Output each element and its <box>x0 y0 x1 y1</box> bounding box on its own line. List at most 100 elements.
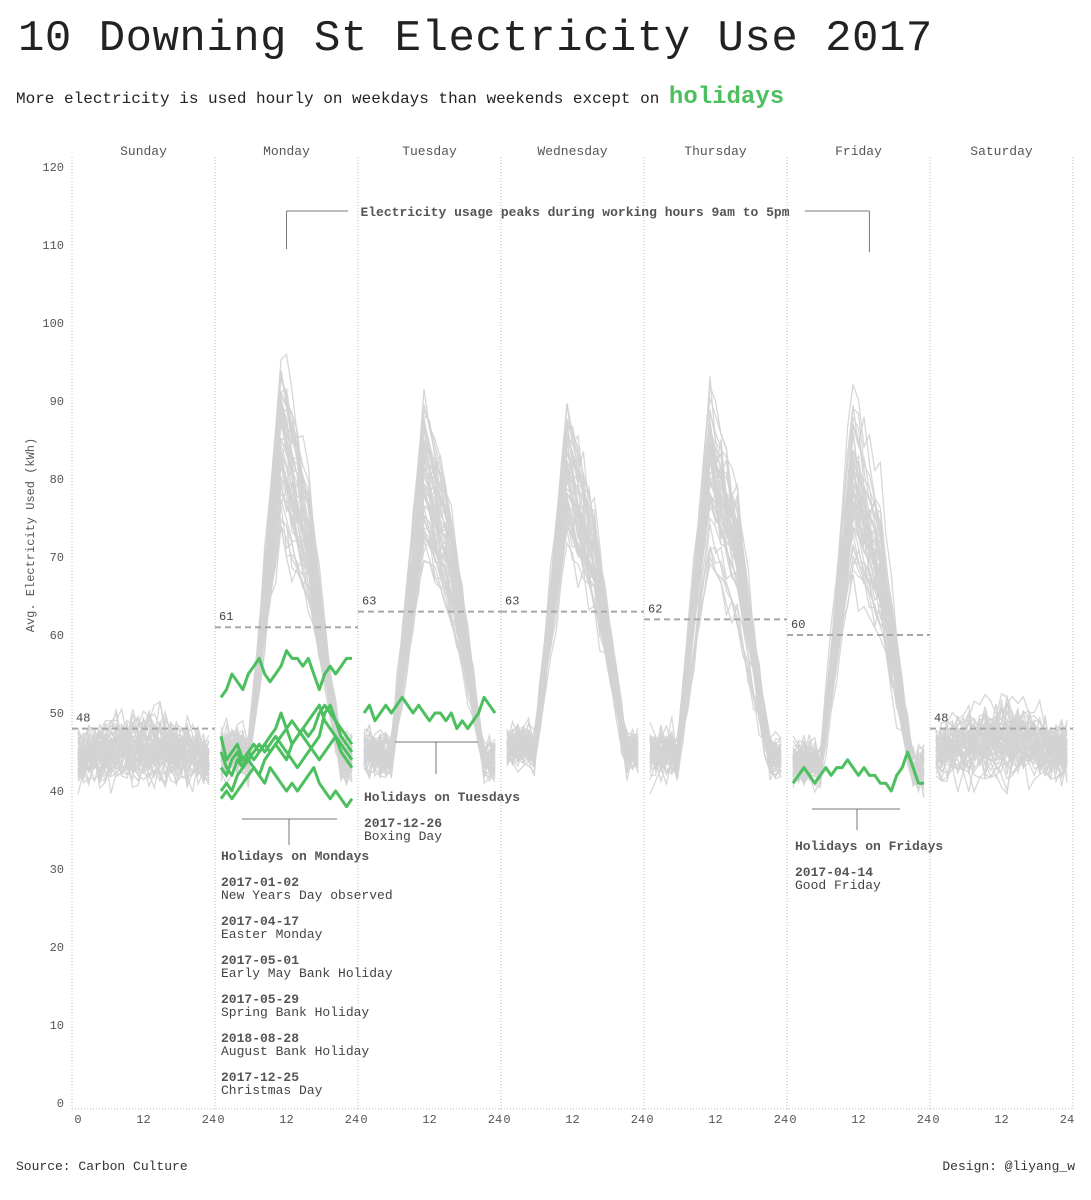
holiday-date: 2017-04-14 <box>795 865 873 880</box>
monday-holidays-header: Holidays on Mondays <box>221 849 369 864</box>
holiday-line <box>362 695 497 731</box>
usage-line <box>363 559 496 771</box>
usage-line <box>649 492 782 770</box>
holiday-date: 2017-05-01 <box>221 953 299 968</box>
x-tick-label: 24 <box>631 1113 645 1127</box>
x-tick-label: 12 <box>279 1113 293 1127</box>
x-tick-label: 12 <box>994 1113 1008 1127</box>
mean-label-friday: 60 <box>791 618 805 632</box>
usage-line <box>77 743 210 778</box>
x-tick-label: 12 <box>136 1113 150 1127</box>
x-tick-label: 12 <box>565 1113 579 1127</box>
usage-line <box>77 753 210 795</box>
usage-line <box>935 719 1068 758</box>
chart-title: 10 Downing St Electricity Use 2017 <box>18 14 933 64</box>
y-tick-label: 120 <box>42 161 64 175</box>
usage-line <box>792 459 925 769</box>
facet-label-friday: Friday <box>835 144 882 159</box>
usage-line <box>220 423 353 781</box>
holiday-name: Spring Bank Holiday <box>221 1005 369 1020</box>
usage-line <box>792 533 925 784</box>
x-tick-label: 24 <box>774 1113 788 1127</box>
usage-line <box>363 464 496 771</box>
y-axis-label: Avg. Electricity Used (kWh) <box>24 438 38 632</box>
x-tick-label: 0 <box>74 1113 81 1127</box>
usage-line <box>77 738 210 780</box>
usage-line <box>77 700 210 754</box>
holiday-line <box>219 649 352 699</box>
y-tick-label: 40 <box>50 785 64 799</box>
mean-label-wednesday: 63 <box>505 595 519 609</box>
facet-label-wednesday: Wednesday <box>537 144 607 159</box>
facet-lines-thursday <box>649 376 782 795</box>
x-tick-label: 24 <box>488 1113 502 1127</box>
y-tick-label: 20 <box>50 941 64 955</box>
holiday-name: Early May Bank Holiday <box>221 966 393 981</box>
holiday-line <box>219 703 354 793</box>
y-tick-label: 30 <box>50 863 64 877</box>
holiday-name: Good Friday <box>795 878 881 893</box>
usage-line <box>363 449 496 777</box>
x-tick-label: 0 <box>360 1113 367 1127</box>
holiday-name: Easter Monday <box>221 927 323 942</box>
mean-label-saturday: 48 <box>934 712 948 726</box>
holiday-date: 2017-05-29 <box>221 992 299 1007</box>
usage-line <box>506 467 639 772</box>
usage-line <box>506 470 639 762</box>
usage-line <box>649 554 782 776</box>
holiday-name: New Years Day observed <box>221 888 393 903</box>
usage-line <box>649 454 782 774</box>
facet-lines-saturday <box>935 692 1068 796</box>
facet-label-sunday: Sunday <box>120 144 167 159</box>
x-tick-label: 12 <box>708 1113 722 1127</box>
x-tick-label: 0 <box>932 1113 939 1127</box>
peak-annotation: Electricity usage peaks during working h… <box>360 205 789 220</box>
usage-line <box>363 530 496 769</box>
x-tick-label: 0 <box>789 1113 796 1127</box>
facet-lines-tuesday <box>363 389 496 786</box>
usage-line <box>363 513 496 765</box>
usage-line <box>220 464 353 778</box>
x-tick-label: 0 <box>646 1113 653 1127</box>
y-tick-label: 10 <box>50 1019 64 1033</box>
subtitle-text: More electricity is used hourly on weekd… <box>16 90 660 108</box>
facet-lines-monday <box>220 353 353 788</box>
holiday-line <box>791 750 924 793</box>
usage-line <box>363 528 496 775</box>
usage-line <box>506 512 639 758</box>
chart-subtitle: More electricity is used hourly on weekd… <box>16 84 784 111</box>
x-tick-label: 12 <box>422 1113 436 1127</box>
holiday-name: August Bank Holiday <box>221 1044 369 1059</box>
facet-label-thursday: Thursday <box>684 144 747 159</box>
holiday-name: Christmas Day <box>221 1083 323 1098</box>
usage-line <box>220 415 353 773</box>
usage-line <box>649 546 782 775</box>
usage-line <box>363 409 496 763</box>
y-tick-label: 70 <box>50 551 64 565</box>
facet-label-tuesday: Tuesday <box>402 144 457 159</box>
usage-line <box>363 472 496 783</box>
usage-line <box>792 384 925 776</box>
subtitle-highlight: holidays <box>668 84 785 111</box>
x-tick-label: 24 <box>1060 1113 1074 1127</box>
usage-line <box>649 494 782 766</box>
usage-line <box>77 721 210 777</box>
usage-line <box>649 428 782 760</box>
mean-label-tuesday: 63 <box>362 595 376 609</box>
facet-lines-sunday <box>77 700 210 795</box>
holiday-date: 2017-04-17 <box>221 914 299 929</box>
mean-label-sunday: 48 <box>76 712 90 726</box>
x-tick-label: 0 <box>217 1113 224 1127</box>
y-tick-label: 110 <box>42 239 64 253</box>
usage-line <box>77 728 210 775</box>
facet-lines-wednesday <box>506 403 639 781</box>
facet-label-monday: Monday <box>263 144 310 159</box>
usage-line <box>363 536 496 769</box>
x-tick-label: 24 <box>345 1113 359 1127</box>
usage-line <box>935 708 1068 770</box>
x-tick-label: 24 <box>917 1113 931 1127</box>
tuesday-holidays-header: Holidays on Tuesdays <box>364 790 520 805</box>
holiday-date: 2017-12-26 <box>364 816 442 831</box>
mean-label-monday: 61 <box>219 610 233 624</box>
